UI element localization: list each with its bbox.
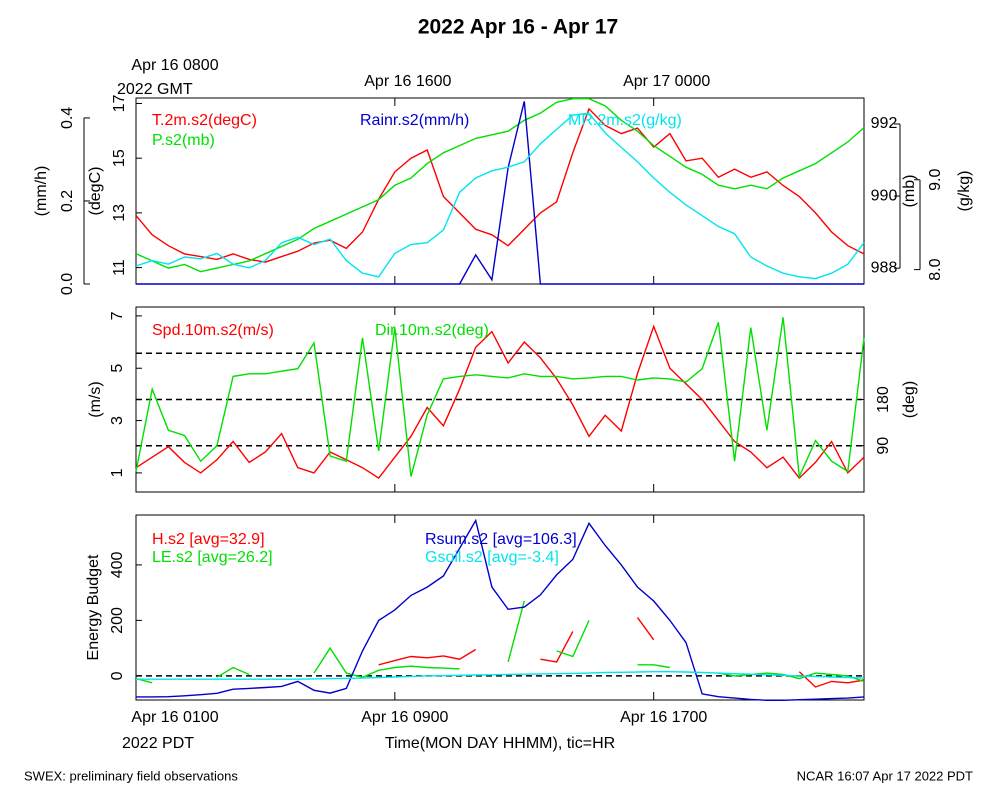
y-tick-label: 180 [875,386,892,413]
y-tick-label: 990 [871,187,898,204]
legend-label: MR.2m.s2(g/kg) [568,112,682,129]
x-tick-label: Apr 16 1700 [620,709,707,726]
series-line [135,324,865,480]
y-tick-label: 5 [109,364,126,373]
y-tick-label: 3 [109,416,126,425]
panel-frame [135,514,865,701]
y-tick-label: 992 [871,115,898,132]
legend-label: LE.s2 [avg=26.2] [152,549,273,566]
x2-sub-label: 2022 GMT [117,81,193,98]
x-axis-label: Time(MON DAY HHMM), tic=HR [385,735,615,752]
legend-label: Rsum.s2 [avg=106.3] [425,531,577,548]
series-line [135,107,865,263]
chart-title: 2022 Apr 16 - Apr 17 [418,16,618,39]
y-tick-label: 90 [875,437,892,455]
x2-tick-label: Apr 17 0000 [623,73,710,90]
x2-tick-label: Apr 16 0800 [131,57,218,74]
legend-label: H.s2 [avg=32.9] [152,531,265,548]
x-tick-label: Apr 16 0100 [131,709,218,726]
legend-label: Gsoil.s2 [avg=-3.4] [425,549,559,566]
y-tick-label: 11 [111,259,128,276]
panel-frame [135,97,865,285]
footer-right: NCAR 16:07 Apr 17 2022 PDT [797,768,973,783]
y-tick-label: 988 [871,259,898,276]
y-tick-label: 0.2 [59,190,76,212]
legend-label: Rainr.s2(mm/h) [360,112,469,129]
x-sub-label: 2022 PDT [122,735,194,752]
series-line [378,617,865,688]
y-tick-label: 8.0 [927,258,944,280]
y-axis-label: (m/s) [87,381,104,417]
y-tick-label: 0.4 [59,107,76,129]
series-line [136,518,865,701]
legend-label: P.s2(mb) [152,132,215,149]
series-line [136,101,864,285]
y-tick-label: 200 [109,607,126,634]
footer-left: SWEX: preliminary field observations [24,768,238,783]
y-tick-label: 13 [111,204,128,222]
y-tick-label: 15 [111,149,128,167]
legend-label: T.2m.s2(degC) [152,112,257,129]
x-tick-label: Apr 16 0900 [361,709,448,726]
y-tick-label: 0.0 [59,273,76,295]
series-line [135,98,865,273]
y-axis-label: Energy Budget [85,554,102,660]
legend-label: Dir.10m.s2(deg) [375,322,489,339]
y-tick-label: 0 [109,671,126,680]
y-axis-label: (deg) [901,381,918,418]
y-axis-label: (mb) [901,175,918,208]
series-line [136,671,865,680]
y-tick-label: 1 [109,468,126,477]
series-line [135,112,865,280]
y-tick-label: 7 [109,311,126,320]
x2-tick-label: Apr 16 1600 [364,73,451,90]
y-tick-label: 17 [111,94,128,112]
y-axis-label: (g/kg) [956,171,973,212]
y-axis-label: (mm/h) [33,166,50,217]
y-tick-label: 9.0 [927,169,944,191]
series-line [135,600,865,684]
series-line [135,317,865,480]
y-axis-label: (degC) [87,167,104,216]
legend-label: Spd.10m.s2(m/s) [152,322,274,339]
y-tick-label: 400 [109,551,126,578]
